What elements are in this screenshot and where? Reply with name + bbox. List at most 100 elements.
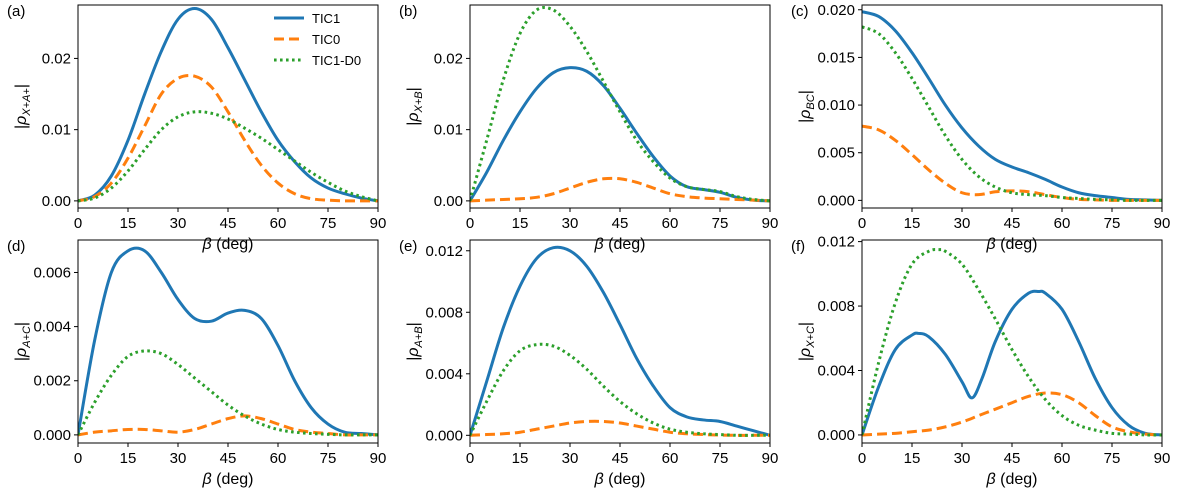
x-tick-label: 15 [120, 215, 137, 232]
x-tick-label: 90 [370, 450, 387, 467]
x-axis-label: β (deg) [986, 471, 1038, 488]
x-tick-label: 0 [74, 450, 82, 467]
legend-label-tic1-d0: TIC1-D0 [312, 53, 361, 68]
x-tick-label: 0 [466, 215, 474, 232]
y-tick-label: 0.000 [817, 192, 855, 209]
x-tick-label: 15 [512, 450, 529, 467]
legend: TIC1 TIC0 TIC1-D0 [274, 11, 361, 68]
x-axis-label: β (deg) [986, 236, 1038, 253]
series-line-tic0 [470, 176, 770, 203]
x-tick-label: 45 [612, 215, 629, 232]
axes-frame [469, 239, 771, 444]
y-tick-label: 0.004 [817, 363, 855, 380]
series-line-tic0 [470, 419, 770, 437]
y-tick-label: 0.005 [817, 145, 855, 162]
x-tick-label: 60 [662, 215, 679, 232]
x-tick-label: 45 [1004, 215, 1021, 232]
series-line-tic0 [862, 124, 1162, 202]
x-axis-label: β (deg) [202, 471, 254, 488]
x-axis-label: β (deg) [594, 471, 646, 488]
panel-label: (e) [399, 238, 417, 255]
y-tick-label: 0.020 [817, 2, 855, 19]
y-axis-label: |ρBC| [797, 90, 817, 123]
x-tick-label: 45 [220, 215, 237, 232]
x-axis-label: β (deg) [594, 236, 646, 253]
series-line-tic1-d0 [470, 5, 770, 203]
series-line-tic1-d0 [78, 349, 378, 437]
x-tick-label: 60 [662, 450, 679, 467]
y-tick-label: 0.012 [425, 243, 463, 260]
series-group [470, 5, 770, 203]
y-tick-label: 0.000 [817, 427, 855, 444]
x-tick-label: 0 [466, 450, 474, 467]
x-tick-label: 0 [858, 450, 866, 467]
x-tick-label: 30 [954, 215, 971, 232]
x-tick-label: 75 [1104, 450, 1121, 467]
panel-f: 0 15 30 45 60 75 90 0.000 0.004 0.008 0.012 β (deg)… [791, 234, 1170, 488]
y-axis-label: |ρX+B| [405, 87, 425, 126]
x-tick-label: 75 [320, 450, 337, 467]
x-tick-label: 45 [1004, 450, 1021, 467]
x-tick-label: 15 [904, 450, 921, 467]
x-tick-label: 15 [512, 215, 529, 232]
series-line-tic0 [862, 391, 1162, 437]
x-tick-label: 75 [1104, 215, 1121, 232]
y-tick-label: 0.004 [425, 366, 463, 383]
y-tick-label: 0.02 [434, 50, 463, 67]
panel-label: (b) [399, 3, 417, 20]
y-tick-label: 0.004 [33, 319, 71, 336]
axes-frame [861, 4, 1163, 209]
y-tick-label: 0.00 [42, 193, 71, 210]
panel-label: (c) [791, 3, 809, 20]
x-tick-label: 60 [1054, 450, 1071, 467]
y-tick-label: 0.000 [33, 427, 71, 444]
x-tick-label: 45 [220, 450, 237, 467]
panel-e: 0 15 30 45 60 75 90 0.000 0.004 0.008 0.012 β (deg)… [399, 238, 778, 488]
y-axis-label: |ρA+C| [13, 322, 33, 361]
x-tick-label: 90 [370, 215, 387, 232]
y-tick-label: 0.00 [434, 193, 463, 210]
series-group [470, 245, 770, 437]
y-axis-label: |ρA+B| [405, 322, 425, 361]
y-tick-label: 0.002 [33, 373, 71, 390]
legend-label-tic0: TIC0 [312, 32, 340, 47]
y-tick-label: 0.000 [425, 427, 463, 444]
series-line-tic0 [78, 414, 378, 437]
y-tick-label: 0.006 [33, 264, 71, 281]
y-tick-label: 0.01 [434, 122, 463, 139]
series-group [862, 248, 1162, 437]
x-tick-label: 90 [762, 215, 779, 232]
y-tick-label: 0.008 [425, 304, 463, 321]
x-axis-label: β (deg) [202, 236, 254, 253]
x-tick-label: 0 [74, 215, 82, 232]
legend-label-tic1: TIC1 [312, 11, 340, 26]
series-line-tic1-d0 [862, 25, 1162, 202]
y-axis-label: |ρX+C| [797, 322, 817, 361]
series-line-tic1 [470, 66, 770, 203]
series-line-tic1 [78, 7, 378, 203]
y-tick-label: 0.015 [817, 49, 855, 66]
series-group [78, 246, 378, 437]
x-tick-label: 30 [562, 215, 579, 232]
axes-frame [77, 239, 379, 444]
series-line-tic1 [862, 289, 1162, 437]
y-tick-label: 0.02 [42, 50, 71, 67]
panel-label: (a) [7, 3, 25, 20]
y-tick-label: 0.010 [817, 97, 855, 114]
x-tick-label: 60 [270, 215, 287, 232]
series-line-tic1-d0 [862, 248, 1162, 437]
x-tick-label: 60 [270, 450, 287, 467]
x-tick-label: 15 [120, 450, 137, 467]
series-line-tic0 [78, 73, 378, 203]
y-tick-label: 0.012 [817, 234, 855, 251]
series-group [78, 7, 378, 203]
x-tick-label: 30 [170, 450, 187, 467]
panel-d: 0 15 30 45 60 75 90 0.000 0.002 0.004 0.006 β (deg)… [7, 238, 386, 488]
x-tick-label: 75 [320, 215, 337, 232]
series-line-tic1-d0 [78, 110, 378, 203]
x-tick-label: 45 [612, 450, 629, 467]
panel-c: 0 15 30 45 60 75 90 0.000 0.005 0.010 0.015 0.020 β … [791, 2, 1170, 253]
x-tick-label: 75 [712, 450, 729, 467]
